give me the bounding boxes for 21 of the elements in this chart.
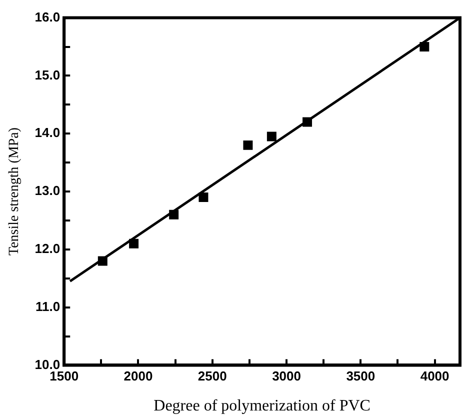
point [198, 192, 208, 202]
point [243, 140, 253, 150]
point [169, 210, 179, 220]
y-tick-label: 12.0 [34, 240, 60, 256]
x-axis-title: Degree of polymerization of PVC [154, 398, 370, 415]
y-tick-label: 13.0 [34, 183, 60, 198]
point [129, 238, 139, 248]
x-tick-label: 3500 [346, 368, 376, 384]
point [266, 132, 276, 142]
y-tick-label: 16.0 [34, 9, 60, 24]
x-tick-label: 4000 [420, 368, 450, 384]
y-tick-label: 15.0 [34, 67, 60, 82]
point [98, 256, 108, 266]
point [420, 42, 430, 52]
x-tick-label: 2500 [198, 368, 227, 384]
y-tick-label: 11.0 [36, 298, 60, 314]
point [302, 117, 312, 127]
y-axis-title: Tensile strength (MPa) [7, 127, 22, 256]
x-tick-label: 2000 [124, 368, 153, 384]
x-tick-label: 3000 [272, 368, 301, 384]
y-tick-label: 14.0 [34, 125, 60, 140]
